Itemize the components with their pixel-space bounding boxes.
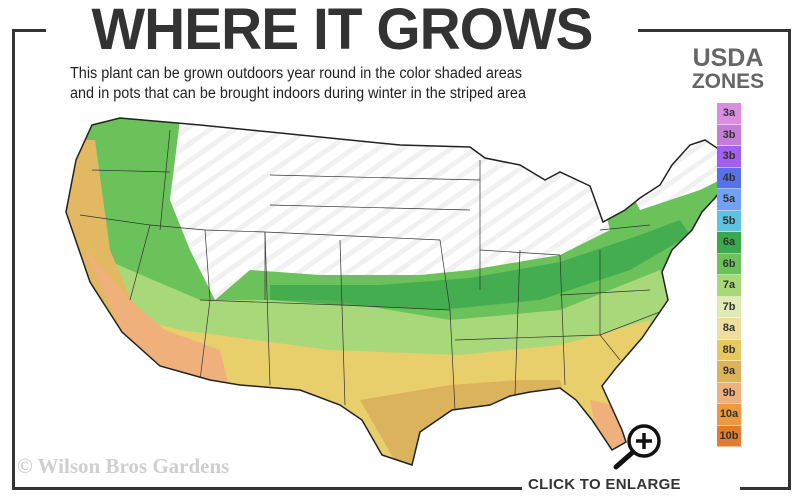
legend-zone-6a: 6a [717,232,741,254]
legend-title-line-2: ZONES [691,70,765,93]
frame-top-left [12,29,46,32]
legend-zone-5b: 5b [717,210,741,232]
frame-top-right [638,29,791,32]
legend-zone-5a: 5a [717,189,741,211]
zone-legend: 3a 3b 3b 4b 5a 5b 6a 6b 7a 7b 8a 8b 9a 9b 10a 10b [717,103,741,447]
legend-zone-9a: 9a [717,361,741,383]
legend-zone-8b: 8b [717,339,741,361]
legend-zone-10a: 10a [717,404,741,426]
legend-title-line-1: USDA [692,44,764,72]
legend-zone-8a: 8a [717,318,741,340]
frame-right [788,29,791,490]
state-lines [79,129,666,411]
magnifier-plus-icon[interactable] [610,420,670,470]
legend-zone-3b: 3b [717,146,741,168]
subtitle: This plant can be grown outdoors year ro… [70,64,526,104]
legend-zone-6b: 6b [717,253,741,275]
legend-title: USDA ZONES [678,46,778,94]
legend-zone-3b: 3b [717,124,741,146]
legend-zone-3a: 3a [717,103,741,125]
legend-zone-9b: 9b [717,382,741,404]
legend-zone-10b: 10b [717,425,741,447]
zone-region-9-southwest [85,250,230,390]
legend-zone-4b: 4b [717,167,741,189]
frame-bottom-right [740,487,791,490]
click-to-enlarge-button[interactable]: CLICK TO ENLARGE [528,476,681,493]
frame-left [12,29,15,490]
subtitle-line-2: and in pots that can be brought indoors … [70,85,526,102]
legend-zone-7b: 7b [717,296,741,318]
subtitle-line-1: This plant can be grown outdoors year ro… [70,65,522,82]
page-title: WHERE IT GROWS [91,0,594,62]
zone-region-6a-band [270,220,690,310]
frame-bottom-left [12,487,522,490]
not-grown-region-north [170,120,610,300]
watermark: © Wilson Bros Gardens [17,454,230,478]
legend-zone-7a: 7a [717,275,741,297]
